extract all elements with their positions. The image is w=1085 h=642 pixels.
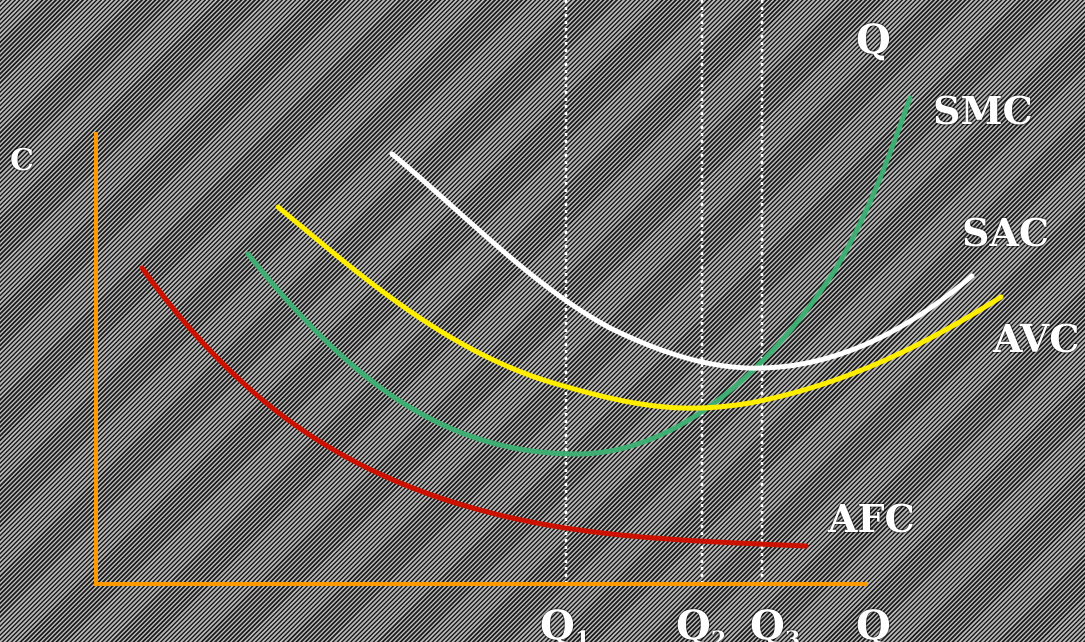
afc-curve <box>139 265 809 549</box>
q2-label: Q2 <box>676 606 726 642</box>
top-quantity-label: Q <box>856 16 891 63</box>
q3-letter: Q <box>750 602 785 642</box>
smc-label: SMC <box>933 88 1033 133</box>
sac-curve <box>389 151 975 371</box>
q2-subscript: 2 <box>710 626 727 642</box>
afc-label: AFC <box>828 496 915 541</box>
q2-letter: Q <box>676 602 711 642</box>
avc-curve <box>275 204 1004 411</box>
y-axis-label: C <box>10 143 34 178</box>
sac-label: SAC <box>962 210 1050 255</box>
q3-label: Q3 <box>750 606 800 642</box>
q1-label: Q1 <box>540 606 590 642</box>
smc-curve <box>245 95 913 457</box>
x-axis-label: Q <box>856 602 891 642</box>
avc-label: AVC <box>993 316 1080 361</box>
q3-subscript: 3 <box>784 626 801 642</box>
q1-subscript: 1 <box>574 626 591 642</box>
q1-letter: Q <box>540 602 575 642</box>
